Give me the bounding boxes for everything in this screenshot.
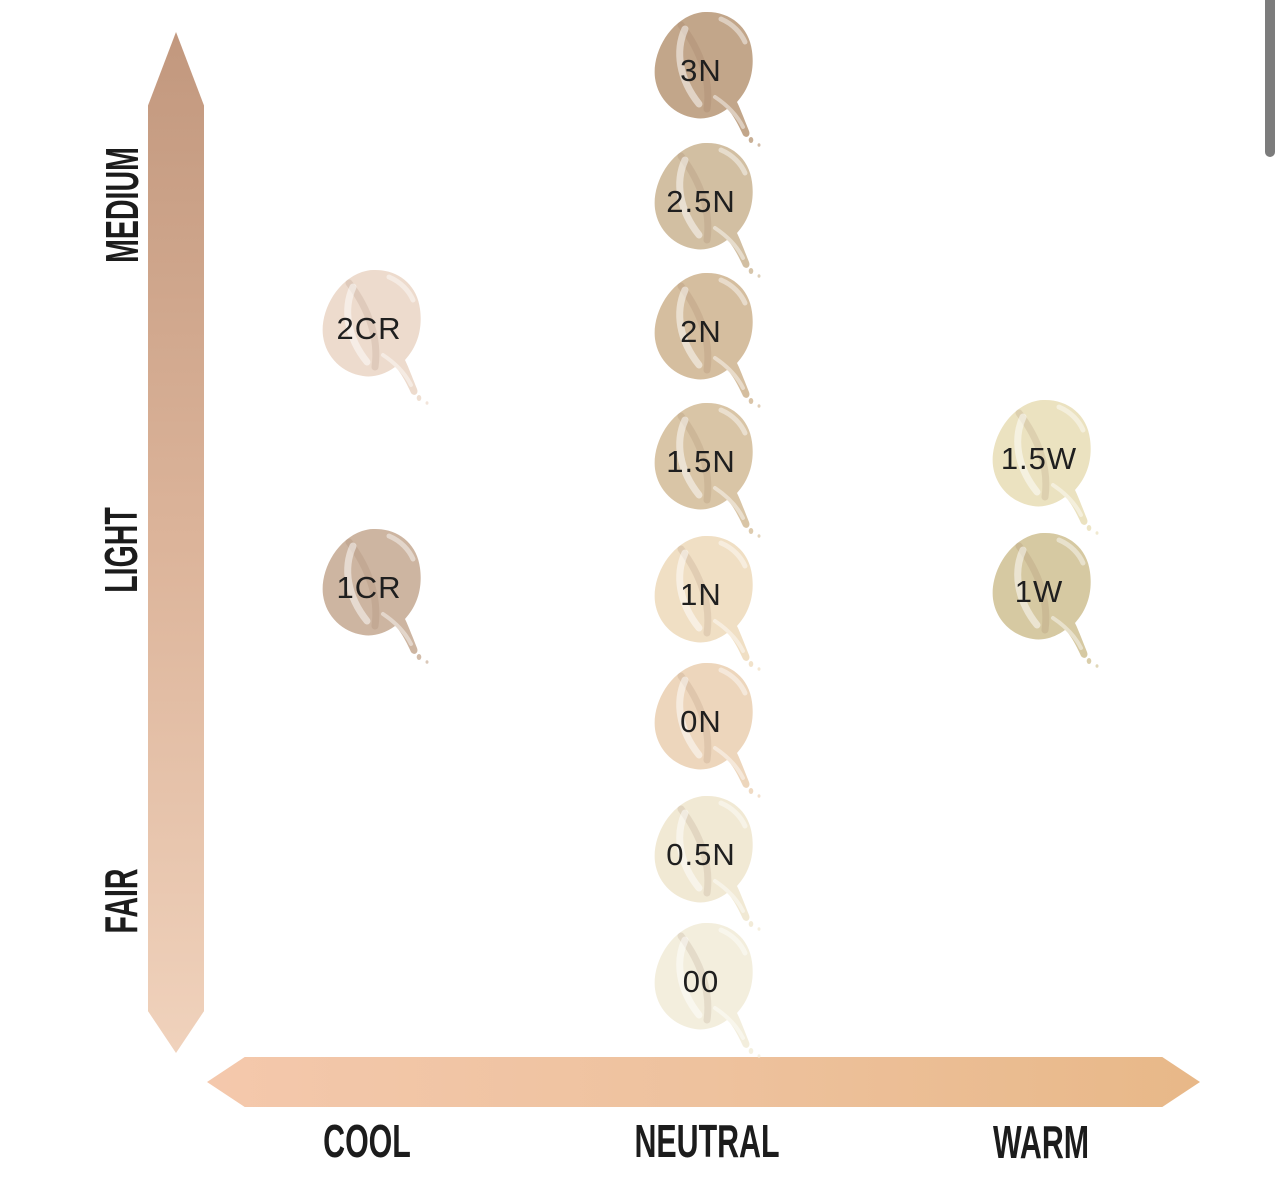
x-axis-label-cool: COOL bbox=[323, 1115, 411, 1167]
shade-swatch-2.5n: 2.5N bbox=[649, 140, 769, 280]
shade-swatch-1cr: 1CR bbox=[317, 526, 437, 666]
shade-swatch-1.5w: 1.5W bbox=[987, 397, 1107, 537]
shade-label: 0.5N bbox=[666, 837, 736, 872]
foundation-drop-icon bbox=[654, 402, 761, 538]
shade-label: 1.5W bbox=[1000, 441, 1078, 476]
undertone-axis-arrow bbox=[207, 1057, 1200, 1107]
y-axis-label-medium: MEDIUM bbox=[96, 147, 148, 263]
foundation-drop-icon bbox=[322, 528, 429, 664]
foundation-drop-icon bbox=[322, 269, 429, 405]
shade-swatch-1n: 1N bbox=[649, 533, 769, 673]
shade-swatch-2cr: 2CR bbox=[317, 267, 437, 407]
shade-label: 00 bbox=[682, 964, 720, 999]
y-axis-label-light: LIGHT bbox=[95, 507, 147, 593]
shade-swatch-2n: 2N bbox=[649, 270, 769, 410]
scrollbar-thumb[interactable] bbox=[1265, 0, 1275, 157]
foundation-drop-icon bbox=[654, 11, 761, 147]
shade-label: 0N bbox=[680, 704, 722, 739]
shade-label: 1.5N bbox=[666, 444, 736, 479]
shade-label: 1W bbox=[1014, 574, 1064, 609]
shade-swatch-0.5n: 0.5N bbox=[649, 793, 769, 933]
x-axis-label-warm: WARM bbox=[992, 1116, 1090, 1168]
shade-swatch-1w: 1W bbox=[987, 530, 1107, 670]
foundation-drop-icon bbox=[654, 142, 761, 278]
shade-label: 2.5N bbox=[666, 184, 736, 219]
foundation-drop-icon bbox=[992, 532, 1099, 668]
shade-label: 1N bbox=[680, 577, 722, 612]
shade-label: 2CR bbox=[336, 311, 402, 346]
shade-label: 1CR bbox=[336, 570, 402, 605]
shade-label: 3N bbox=[680, 53, 722, 88]
shade-swatch-1.5n: 1.5N bbox=[649, 400, 769, 540]
shade-swatch-0n: 0N bbox=[649, 660, 769, 800]
foundation-drop-icon bbox=[992, 399, 1099, 535]
shade-swatch-3n: 3N bbox=[649, 9, 769, 149]
y-axis-label-fair: FAIR bbox=[95, 868, 147, 934]
x-axis-label-neutral: NEUTRAL bbox=[634, 1115, 780, 1167]
shade-label: 2N bbox=[680, 314, 722, 349]
foundation-drop-icon bbox=[654, 922, 761, 1058]
foundation-drop-icon bbox=[654, 662, 761, 798]
depth-axis-arrow bbox=[148, 32, 204, 1053]
foundation-drop-icon bbox=[654, 272, 761, 408]
foundation-drop-icon bbox=[654, 795, 761, 931]
foundation-drop-icon bbox=[654, 535, 761, 671]
shade-swatch-00: 00 bbox=[649, 920, 769, 1060]
